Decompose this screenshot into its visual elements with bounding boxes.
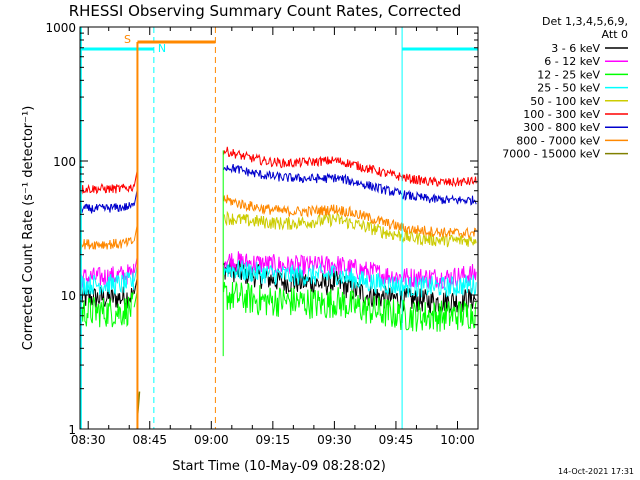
- y-tick-label: 10: [61, 289, 76, 303]
- series-line-100-300kev: [223, 146, 477, 188]
- legend-header-line-2: Att 0: [602, 28, 628, 41]
- legend-item-label: 3 - 6 keV: [551, 42, 600, 55]
- x-tick-label: 10:00: [440, 433, 475, 447]
- x-axis-label: Start Time (10-May-09 08:28:02): [172, 459, 386, 474]
- x-tick-label: 08:30: [71, 433, 106, 447]
- x-tick-label: 09:15: [256, 433, 291, 447]
- series-line-12-25kev: [80, 292, 134, 328]
- series-line-800-7000kev: [80, 236, 134, 250]
- series-line-300-800kev: [80, 202, 135, 214]
- y-tick-label: 1000: [45, 21, 76, 35]
- legend-item-label: 7000 - 15000 keV: [502, 148, 600, 161]
- plot-frame: [79, 26, 479, 430]
- segment-label-n: N: [158, 42, 166, 55]
- series-line-800-7000kev: [223, 194, 477, 239]
- series-line-12-25kev: [223, 280, 477, 332]
- y-tick-label: 1: [68, 423, 76, 437]
- axis-layer: 08:30 08:45 09:00 09:15 09:30 09:45 10:00 1 10 10…: [45, 21, 478, 447]
- legend-item-label: 50 - 100 keV: [530, 95, 600, 108]
- x-tick-label: 09:00: [194, 433, 229, 447]
- data-layer: [80, 146, 477, 419]
- legend-item-label: 12 - 25 keV: [537, 68, 600, 81]
- segment-label-s: S: [124, 33, 131, 46]
- x-tick-label: 09:30: [317, 433, 352, 447]
- y-axis-label: Corrected Count Rate (s⁻¹ detector⁻¹): [21, 106, 36, 351]
- chart-title: RHESSI Observing Summary Count Rates, Co…: [69, 2, 462, 20]
- legend-item-label: 800 - 7000 keV: [516, 134, 600, 147]
- y-tick-label: 100: [53, 155, 76, 169]
- legend-item-label: 100 - 300 keV: [523, 108, 600, 121]
- series-line-6-12kev: [223, 251, 477, 290]
- legend-item-label: 6 - 12 keV: [544, 55, 600, 68]
- series-line-100-300kev: [80, 183, 135, 195]
- x-tick-label: 08:45: [132, 433, 167, 447]
- series-line-25-50kev: [80, 271, 135, 295]
- series-line-25-50kev: [223, 260, 477, 298]
- footer-timestamp: 14-Oct-2021 17:31: [558, 467, 634, 476]
- series-line-50-100kev: [223, 210, 477, 248]
- legend-item-label: 25 - 50 keV: [537, 82, 600, 95]
- series-line-300-800kev: [223, 163, 477, 206]
- legend-item-label: 300 - 800 keV: [523, 121, 600, 134]
- legend-header-line-1: Det 1,3,4,5,6,9,: [542, 15, 628, 28]
- x-tick-label: 09:45: [379, 433, 414, 447]
